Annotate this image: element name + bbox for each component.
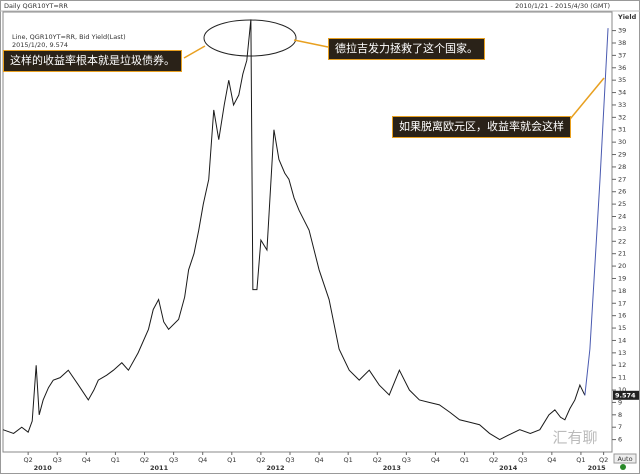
year-label: 2011	[150, 464, 169, 472]
x-tick-label: Q2	[599, 456, 608, 464]
x-tick-label: Q2	[373, 456, 382, 464]
x-tick-label: Q2	[256, 456, 265, 464]
x-tick-label: Q2	[24, 456, 33, 464]
x-tick-label: Q3	[518, 456, 527, 464]
y-tick-label: 11	[618, 374, 626, 382]
series-line	[2, 19, 586, 441]
y-tick-label: 17	[618, 299, 626, 307]
x-tick-label: Q3	[169, 456, 178, 464]
y-tick-label: 39	[618, 27, 626, 35]
watermark: 汇有聊	[552, 429, 597, 447]
x-tick-label: Q2	[489, 456, 498, 464]
x-tick-label: Q1	[344, 456, 353, 464]
y-tick-label: 6	[618, 436, 622, 444]
y-tick-label: 29	[618, 151, 626, 159]
y-tick-label: 9	[618, 398, 622, 406]
y-tick-label: 38	[618, 39, 626, 47]
y-axis-label: Yield	[617, 13, 637, 21]
y-tick-label: 18	[618, 287, 626, 295]
y-tick-label: 23	[618, 225, 626, 233]
y-tick-label: 28	[618, 163, 626, 171]
annotation: 如果脱离欧元区，收益率就会这样	[392, 116, 571, 138]
status-dot	[620, 464, 626, 470]
x-tick-label: Q4	[82, 456, 91, 464]
arrow	[565, 77, 605, 125]
y-tick-label: 25	[618, 200, 626, 208]
year-label: 2010	[34, 464, 53, 472]
date-range: 2010/1/21 - 2015/4/30 (GMT)	[515, 2, 610, 10]
y-tick-label: 32	[618, 113, 626, 121]
y-tick-label: 22	[618, 237, 626, 245]
arrow	[183, 45, 206, 59]
auto-button[interactable]	[613, 453, 637, 464]
x-tick-label: Q4	[547, 456, 556, 464]
x-tick-label: Q1	[111, 456, 120, 464]
y-tick-label: 24	[618, 213, 626, 221]
x-tick-label: Q3	[53, 456, 62, 464]
y-tick-label: 37	[618, 51, 626, 59]
y-tick-label: 12	[618, 361, 626, 369]
plot-area	[2, 11, 613, 453]
y-tick-label: 21	[618, 250, 626, 258]
y-tick-label: 30	[618, 138, 626, 146]
auto-label[interactable]: Auto	[617, 455, 632, 463]
y-tick-label: 31	[618, 126, 626, 134]
y-tick-label: 13	[618, 349, 626, 357]
y-tick-label: 33	[618, 101, 626, 109]
y-tick-label: 34	[618, 89, 626, 97]
x-tick-label: Q3	[402, 456, 411, 464]
year-label: 2014	[499, 464, 518, 472]
y-tick-label: 35	[618, 76, 626, 84]
y-tick-label: 15	[618, 324, 626, 332]
x-tick-label: Q4	[198, 456, 207, 464]
x-tick-label: Q4	[431, 456, 440, 464]
y-tick-label: 8	[618, 411, 622, 419]
x-tick-label: Q2	[140, 456, 149, 464]
y-tick-label: 36	[618, 64, 626, 72]
year-label: 2015	[588, 464, 607, 472]
x-tick-label: Q1	[460, 456, 469, 464]
x-tick-label: Q3	[285, 456, 294, 464]
x-tick-label: Q1	[576, 456, 585, 464]
arrow	[293, 39, 329, 48]
y-tick-label: 7	[618, 423, 622, 431]
annotation: 德拉吉发力拯救了这个国家。	[328, 38, 485, 60]
annotation: 这样的收益率根本就是垃圾债券。	[3, 50, 182, 72]
last-value-marker	[613, 390, 639, 400]
y-tick-label: 26	[618, 188, 626, 196]
x-tick-label: Q1	[227, 456, 236, 464]
y-tick-label: 14	[618, 336, 626, 344]
chart-title: Daily QGR10YT=RR	[4, 2, 68, 10]
year-label: 2013	[383, 464, 401, 472]
y-tick-label: 19	[618, 274, 626, 282]
year-label: 2012	[266, 464, 284, 472]
y-tick-label: 27	[618, 175, 626, 183]
y-tick-label: 16	[618, 312, 626, 320]
x-tick-label: Q4	[314, 456, 323, 464]
y-tick-label: 20	[618, 262, 626, 270]
legend-line: 2015/1/20, 9.574	[12, 41, 68, 49]
last-value-label: 9.574	[615, 391, 636, 399]
y-tick-label: 10	[618, 386, 626, 394]
highlight-ellipse	[203, 19, 297, 57]
legend-line: Line, QGR10YT=RR, Bid Yield(Last)	[12, 33, 126, 41]
series-line	[584, 28, 609, 396]
